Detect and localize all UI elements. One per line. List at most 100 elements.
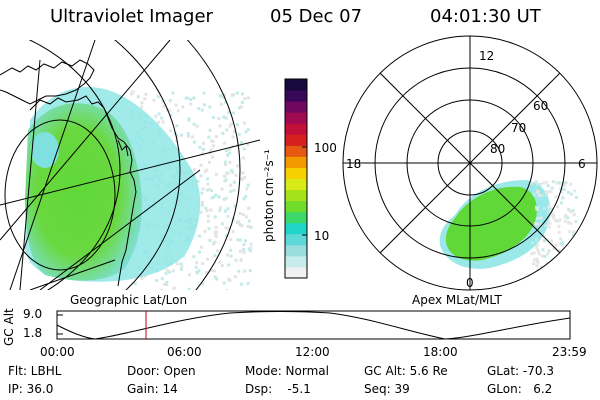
geo-speckle-pixel bbox=[140, 101, 144, 105]
polar-speckle-pixel bbox=[543, 272, 547, 276]
geo-speckle-pixel bbox=[242, 121, 246, 125]
geo-speckle-pixel bbox=[195, 261, 199, 265]
geo-speckle-pixel bbox=[215, 230, 219, 234]
colorbar-tick-10: 10 bbox=[314, 229, 330, 243]
geo-speckle-pixel bbox=[223, 160, 227, 164]
polar-speckle-pixel bbox=[536, 182, 540, 186]
polar-speckle-pixel bbox=[547, 225, 551, 229]
polar-speckle-pixel bbox=[543, 270, 547, 274]
geo-speckle-pixel bbox=[232, 93, 236, 97]
polar-speckle-pixel bbox=[573, 249, 577, 253]
geo-speckle-pixel bbox=[225, 128, 229, 132]
polar-speckle-pixel bbox=[551, 180, 555, 184]
geo-speckle-pixel bbox=[219, 102, 223, 106]
colorbar-swatch bbox=[285, 211, 307, 224]
polar-speckle-pixel bbox=[530, 252, 534, 256]
geo-speckle-pixel bbox=[198, 234, 202, 238]
polar-speckle-pixel bbox=[546, 267, 550, 271]
polar-speckle-pixel bbox=[534, 180, 538, 184]
geo-speckle-pixel bbox=[160, 116, 164, 120]
geo-speckle-pixel bbox=[186, 132, 190, 136]
geo-speckle-pixel bbox=[131, 90, 135, 94]
geo-speckle-pixel bbox=[169, 113, 173, 117]
geo-speckle-pixel bbox=[237, 220, 241, 224]
geo-speckle-pixel bbox=[176, 109, 180, 113]
lat-circle-2 bbox=[114, 40, 181, 290]
polar-speckle-pixel bbox=[569, 192, 573, 196]
geo-speckle-pixel bbox=[203, 169, 207, 173]
geo-speckle-pixel bbox=[209, 208, 213, 212]
time-tick-0000: 00:00 bbox=[40, 345, 75, 359]
geo-speckle-pixel bbox=[187, 118, 191, 122]
geo-speckle-pixel bbox=[199, 174, 203, 178]
geo-speckle-pixel bbox=[220, 264, 224, 268]
geo-speckle-pixel bbox=[225, 171, 229, 175]
polar-grid bbox=[342, 35, 598, 291]
polar-speckle-pixel bbox=[574, 239, 578, 243]
altitude-curve bbox=[56, 311, 571, 340]
geo-speckle-pixel bbox=[206, 219, 210, 223]
polar-speckle-pixel bbox=[554, 218, 558, 222]
geo-speckle-pixel bbox=[222, 281, 226, 285]
colorbar-frame bbox=[284, 78, 308, 279]
lat-circle-1 bbox=[186, 40, 241, 290]
geo-grid bbox=[0, 40, 260, 290]
geo-speckle-pixel bbox=[200, 108, 204, 112]
geo-speckle-pixel bbox=[236, 164, 240, 168]
geo-speckle-pixel bbox=[211, 155, 215, 159]
polar-speckle-pixel bbox=[572, 213, 576, 217]
mlt-label-18: 18 bbox=[346, 157, 361, 171]
geo-speckle-pixel bbox=[200, 191, 204, 195]
geo-speckle-pixel bbox=[168, 270, 172, 274]
polar-speckle-pixel bbox=[552, 246, 556, 250]
geo-speckle-pixel bbox=[223, 163, 227, 167]
geo-speckle-pixel bbox=[246, 143, 250, 147]
geo-speckle-pixel bbox=[243, 97, 247, 101]
geo-speckle-pixel bbox=[196, 271, 200, 275]
polar-speckle-pixel bbox=[573, 189, 577, 193]
geo-speckle-pixel bbox=[175, 124, 179, 128]
geo-speckle-pixel bbox=[179, 267, 183, 271]
geo-speckle-pixel bbox=[140, 276, 144, 280]
geo-speckle-pixel bbox=[214, 193, 218, 197]
polar-speckle-pixel bbox=[566, 246, 570, 250]
date-label: 05 Dec 07 bbox=[270, 6, 363, 27]
polar-speckle-pixel bbox=[546, 184, 550, 188]
polar-speckle-pixel bbox=[534, 245, 538, 249]
geo-speckle-pixel bbox=[160, 277, 164, 281]
geo-speckle-pixel bbox=[238, 238, 242, 242]
colorbar-swatch bbox=[285, 244, 307, 257]
colorbar-swatch bbox=[285, 112, 307, 124]
geo-speckle-pixel bbox=[246, 128, 250, 132]
polar-speckle-pixel bbox=[567, 208, 571, 212]
polar-speckle-pixel bbox=[574, 220, 578, 224]
geo-speckle-pixel bbox=[244, 195, 248, 199]
geo-speckle-pixel bbox=[247, 206, 251, 210]
polar-panel-label: Apex MLat/MLT bbox=[412, 293, 502, 307]
geo-speckle-pixel bbox=[233, 275, 237, 279]
geo-speckle-pixel bbox=[213, 230, 217, 234]
polar-speckle-pixel bbox=[540, 254, 544, 258]
polar-speckle-pixel bbox=[535, 264, 539, 268]
geo-speckle-pixel bbox=[213, 240, 217, 244]
geo-speckle-pixel bbox=[227, 111, 231, 115]
polar-speckle-pixel bbox=[548, 207, 552, 211]
coastline-east bbox=[117, 139, 129, 157]
polar-speckle-pixel bbox=[546, 220, 550, 224]
colorbar-unit-label: photon cm⁻²s⁻¹ bbox=[262, 149, 276, 242]
geo-speckle-pixel bbox=[200, 282, 204, 286]
geo-speckle-pixel bbox=[228, 124, 232, 128]
polar-speckle-pixel bbox=[559, 237, 563, 241]
polar-speckle-pixel bbox=[539, 222, 543, 226]
polar-speckle-pixel bbox=[544, 193, 548, 197]
geo-speckle-pixel bbox=[231, 230, 235, 234]
geo-speckle-pixel bbox=[218, 260, 222, 264]
polar-speckle-pixel bbox=[532, 258, 536, 262]
polar-speckle-pixel bbox=[566, 253, 570, 257]
status-door: Door: Open bbox=[127, 364, 196, 378]
mlt-label-6: 6 bbox=[578, 157, 586, 171]
geo-speckle-pixel bbox=[221, 131, 225, 135]
geo-speckle-pixel bbox=[198, 145, 202, 149]
geo-speckle-pixel bbox=[224, 149, 228, 153]
geo-speckle-pixel bbox=[172, 286, 176, 290]
